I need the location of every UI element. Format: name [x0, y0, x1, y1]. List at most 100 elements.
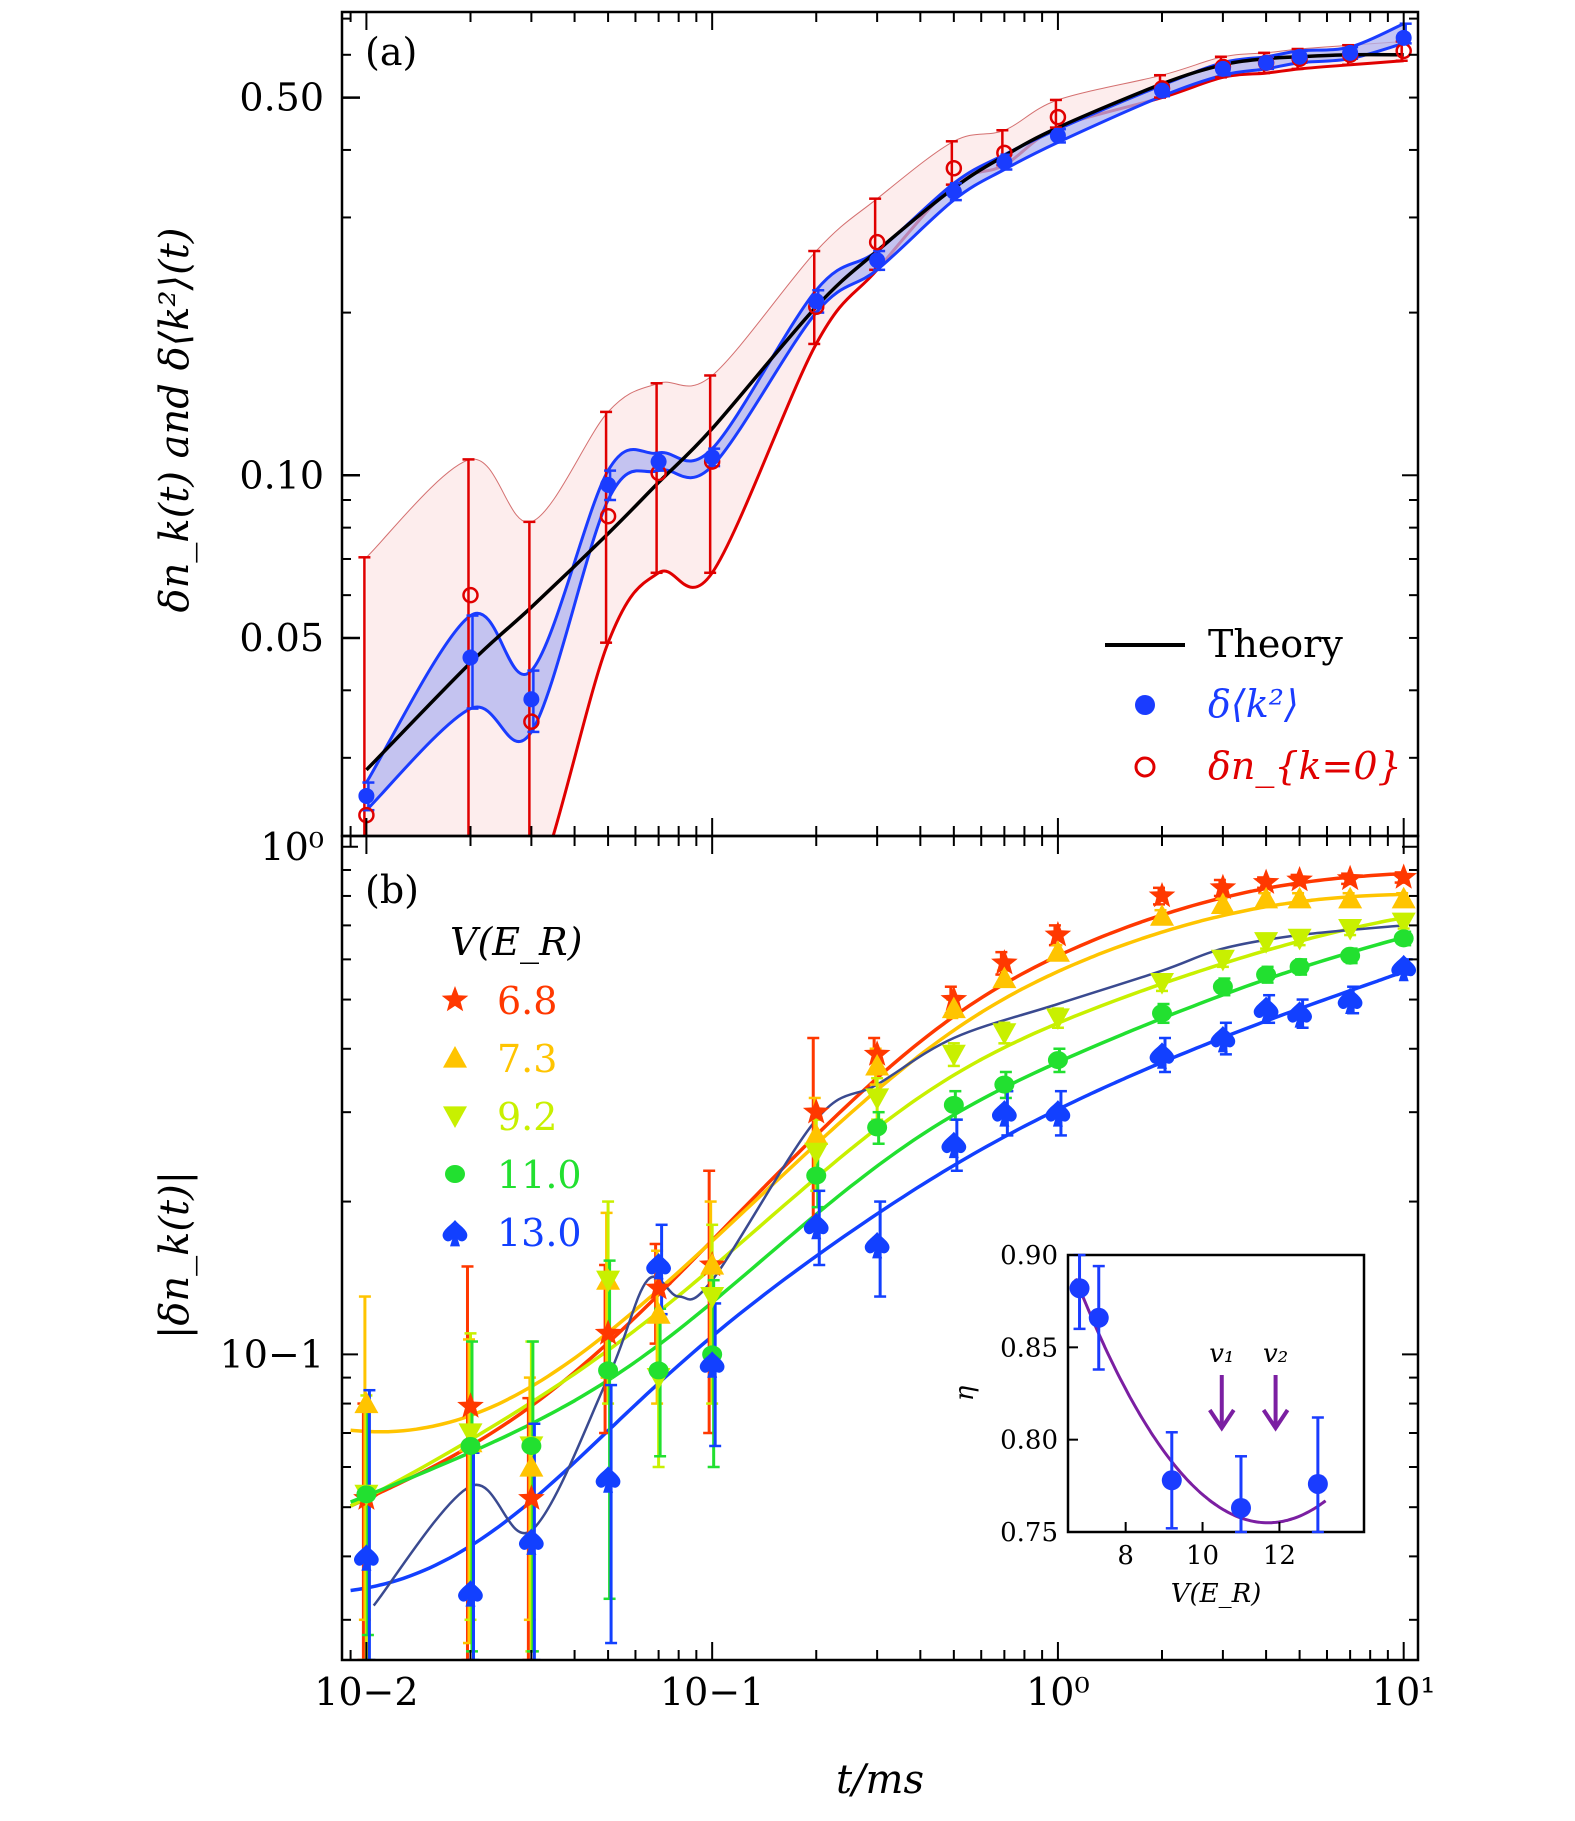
inset-fit-curve: [1074, 1278, 1327, 1525]
inset-annotation-arrow-head: [1261, 1408, 1290, 1432]
spade-marker: [1045, 1100, 1071, 1127]
inset-point: [1307, 1473, 1328, 1494]
triangle-up-marker: [354, 1391, 379, 1414]
circle-marker: [445, 1165, 465, 1183]
legend-title: V(E_R): [450, 920, 582, 965]
spade-marker: [699, 1351, 725, 1378]
y-tick-label: 0.05: [239, 616, 324, 660]
spade-marker: [458, 1580, 483, 1607]
legend-label-11.0: 11.0: [497, 1153, 582, 1197]
y-tick-label: 10−1: [220, 1332, 324, 1376]
triangle-down-marker: [1254, 932, 1279, 954]
panel-b-legend: V(E_R) 6.8 7.3 9.2 11.0 13.0: [441, 920, 582, 1255]
spade-marker: [1337, 987, 1363, 1014]
circle-marker: [1256, 965, 1277, 984]
spade-marker: [803, 1212, 829, 1240]
triangle-up-marker: [1391, 886, 1416, 909]
legend-red-label: δn_{k=0}: [1208, 744, 1402, 789]
triangle-up-marker: [646, 1302, 671, 1324]
red-open-circle-point: [1049, 108, 1067, 126]
circle-marker: [598, 1361, 619, 1380]
star-marker: [991, 949, 1018, 975]
star-marker: [518, 1484, 545, 1510]
spade-marker: [1287, 1001, 1312, 1028]
triangle-down-marker: [941, 1044, 966, 1067]
spade-marker: [1391, 954, 1417, 982]
spade-marker: [595, 1466, 621, 1493]
shared-x-axis: 10−2 10−1 10⁰ 10¹: [314, 1670, 1435, 1714]
legend-red-marker: [1134, 756, 1156, 778]
triangle-down-marker: [443, 1106, 467, 1128]
triangle-up-marker: [1045, 940, 1070, 962]
triangle-down-marker: [992, 1023, 1017, 1045]
star-marker: [441, 986, 469, 1012]
inset-point: [1161, 1470, 1182, 1491]
circle-marker: [1289, 957, 1310, 976]
blue-filled-circle-point: [1395, 29, 1412, 46]
blue-filled-circle-point: [1342, 44, 1359, 61]
star-marker: [457, 1392, 484, 1418]
red-open-circle-point: [462, 586, 479, 604]
circle-marker: [867, 1118, 888, 1137]
triangle-down-marker: [1391, 912, 1416, 935]
spade-marker: [1210, 1026, 1236, 1053]
triangle-down-marker: [596, 1270, 621, 1293]
x-tick-label: 10−1: [660, 1670, 764, 1714]
star-marker: [594, 1319, 622, 1345]
x-tick-label: 10¹: [1372, 1670, 1436, 1714]
inset-x-tick-label: 8: [1117, 1541, 1134, 1571]
x-tick-label: 10−2: [314, 1670, 418, 1714]
triangle-up-marker: [804, 1123, 829, 1146]
panel-a-legend: Theory δ⟨k²⟩ δn_{k=0}: [1105, 622, 1402, 789]
blue-filled-circle-point: [650, 453, 667, 470]
star-marker: [1209, 873, 1237, 900]
panel-a-data-points: [358, 29, 1412, 824]
blue-filled-circle-point: [462, 649, 479, 666]
circle-marker: [1393, 929, 1414, 948]
triangle-up-marker: [1338, 886, 1363, 909]
triangle-up-marker: [1287, 886, 1312, 909]
circle-marker: [994, 1075, 1015, 1094]
blue-filled-circle-point: [358, 787, 375, 804]
y-tick-label: 10⁰: [260, 825, 324, 869]
legend-blue-label: δ⟨k²⟩: [1208, 682, 1299, 726]
panel-b-y-axis-label: |δn_k(t)|: [152, 1171, 198, 1339]
spade-marker: [518, 1528, 544, 1555]
legend-theory-label: Theory: [1208, 622, 1343, 666]
star-marker: [1390, 863, 1417, 889]
inset-x-tick-label: 12: [1263, 1541, 1296, 1571]
star-marker: [1252, 868, 1280, 894]
x-axis-label: t/ms: [836, 1757, 924, 1803]
blue-filled-circle-point: [704, 449, 721, 466]
y-tick-label: 0.10: [239, 453, 324, 497]
star-marker: [863, 1040, 891, 1066]
blue-filled-circle-point: [996, 153, 1013, 170]
red-band-upper-edge: [366, 41, 1404, 558]
x-tick-label: 10⁰: [1026, 1670, 1090, 1714]
blue-filled-circle-point: [1258, 54, 1275, 71]
y-tick-label: 0.50: [239, 76, 324, 120]
circle-marker: [648, 1361, 669, 1380]
triangle-up-marker: [443, 1046, 467, 1068]
legend-label-9.2: 9.2: [497, 1095, 557, 1139]
star-marker: [645, 1274, 672, 1300]
circle-marker: [1212, 977, 1233, 996]
triangle-up-marker: [992, 966, 1017, 989]
blue-filled-circle-point: [1291, 48, 1308, 65]
blue-filled-circle-point: [945, 183, 962, 200]
inset-x-tick-label: 10: [1186, 1541, 1219, 1571]
inset-y-tick-label: 0.80: [1000, 1426, 1058, 1456]
red-open-circle-point: [945, 159, 963, 177]
triangle-down-marker: [1210, 949, 1235, 972]
spade-marker: [991, 1100, 1017, 1127]
panel-a-tag: (a): [365, 30, 417, 74]
panel-a-axis-ticks: 0.05 0.10 0.50: [239, 12, 1418, 836]
red-open-circle-point: [523, 713, 540, 730]
blue-filled-circle-point: [1154, 82, 1171, 99]
triangle-down-marker: [1287, 928, 1312, 951]
inset-annotation-arrow-head: [1208, 1408, 1236, 1432]
triangle-down-marker: [700, 1286, 725, 1309]
panel-b-data-points: [353, 863, 1417, 1607]
triangle-down-marker: [1150, 972, 1175, 995]
triangle-down-marker: [865, 1088, 890, 1110]
